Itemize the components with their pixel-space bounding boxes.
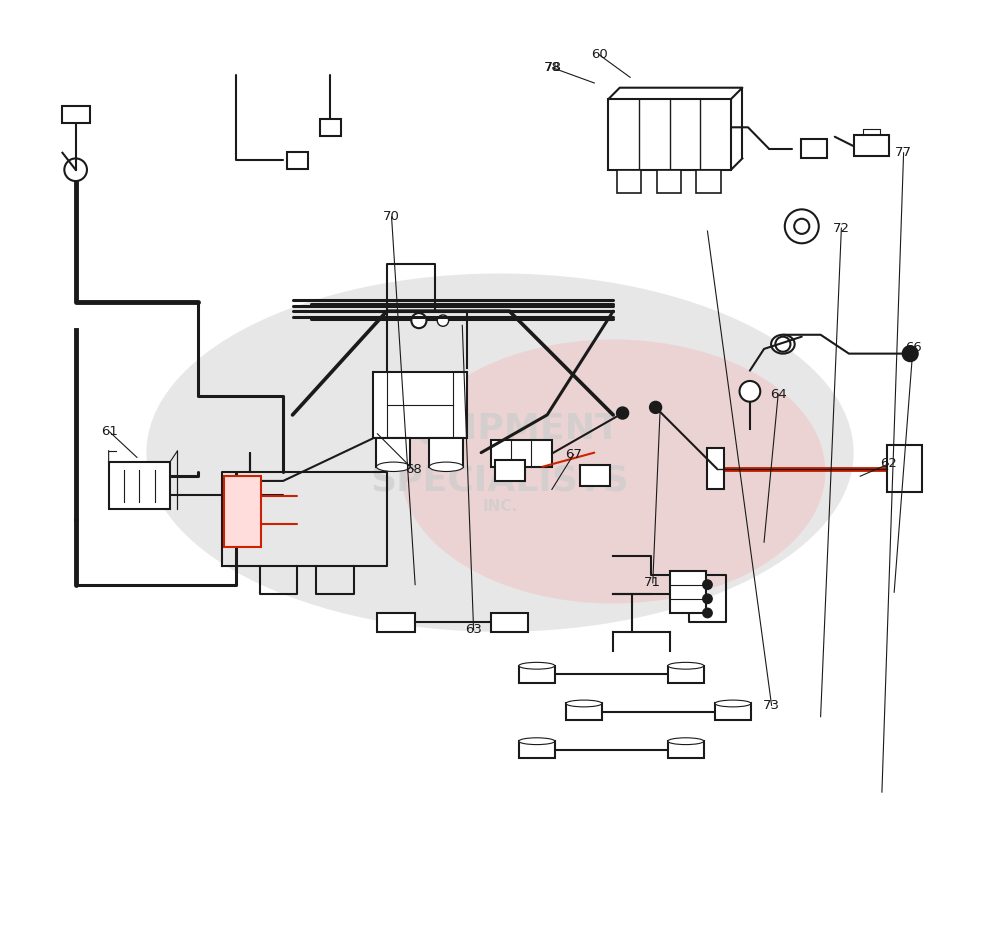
Bar [109, 462, 170, 509]
Bar [376, 438, 410, 467]
Bar [657, 170, 681, 193]
Bar [668, 741, 704, 758]
Bar [707, 448, 724, 489]
Ellipse shape [401, 339, 825, 604]
Text: 67: 67 [565, 448, 582, 461]
Text: INC.: INC. [482, 499, 518, 514]
Bar [887, 445, 922, 492]
Text: 64: 64 [770, 388, 787, 401]
Text: 68: 68 [405, 463, 422, 476]
Ellipse shape [566, 700, 602, 707]
Text: 60: 60 [591, 48, 607, 61]
Bar [696, 170, 721, 193]
Text: 77: 77 [895, 146, 912, 159]
Ellipse shape [376, 462, 410, 472]
Circle shape [794, 219, 809, 234]
Ellipse shape [519, 662, 555, 670]
Circle shape [775, 337, 790, 352]
Text: 62: 62 [880, 457, 897, 471]
Text: 71: 71 [644, 576, 661, 589]
Text: 73: 73 [763, 699, 780, 712]
Bar [670, 571, 706, 613]
Bar [519, 666, 555, 683]
Ellipse shape [668, 662, 704, 670]
Circle shape [650, 402, 661, 413]
Bar [566, 703, 602, 720]
Bar [715, 703, 751, 720]
Bar [491, 440, 552, 467]
Bar [62, 106, 90, 123]
Bar [801, 140, 827, 158]
Text: EQUIPMENT: EQUIPMENT [380, 412, 620, 446]
Ellipse shape [715, 700, 751, 707]
Text: 70: 70 [383, 210, 400, 223]
Text: 63: 63 [465, 623, 482, 637]
Text: 66: 66 [905, 340, 921, 354]
Bar [287, 152, 308, 169]
Circle shape [437, 315, 449, 326]
Ellipse shape [771, 335, 795, 354]
Text: 78: 78 [544, 61, 561, 74]
Circle shape [785, 209, 819, 243]
Circle shape [703, 580, 712, 589]
Circle shape [617, 407, 628, 419]
Bar [320, 119, 341, 136]
Bar [854, 135, 889, 156]
Text: 78: 78 [545, 61, 561, 74]
Text: 72: 72 [833, 222, 850, 235]
Bar [580, 465, 610, 486]
Bar [519, 741, 555, 758]
Text: 61: 61 [101, 425, 118, 438]
Circle shape [903, 346, 918, 361]
Ellipse shape [519, 737, 555, 745]
Ellipse shape [146, 273, 854, 632]
Circle shape [703, 594, 712, 604]
Circle shape [411, 313, 426, 328]
Bar [617, 170, 641, 193]
Ellipse shape [740, 381, 760, 402]
Bar [495, 460, 525, 481]
Bar [377, 613, 415, 632]
Circle shape [64, 158, 87, 181]
Ellipse shape [429, 462, 463, 472]
Bar [429, 438, 463, 467]
Bar [491, 613, 528, 632]
Ellipse shape [668, 737, 704, 745]
Bar [608, 99, 731, 170]
Text: SPECIALISTS: SPECIALISTS [371, 464, 629, 498]
Circle shape [703, 608, 712, 618]
Bar [373, 372, 467, 438]
Bar [668, 666, 704, 683]
Bar [224, 476, 261, 547]
